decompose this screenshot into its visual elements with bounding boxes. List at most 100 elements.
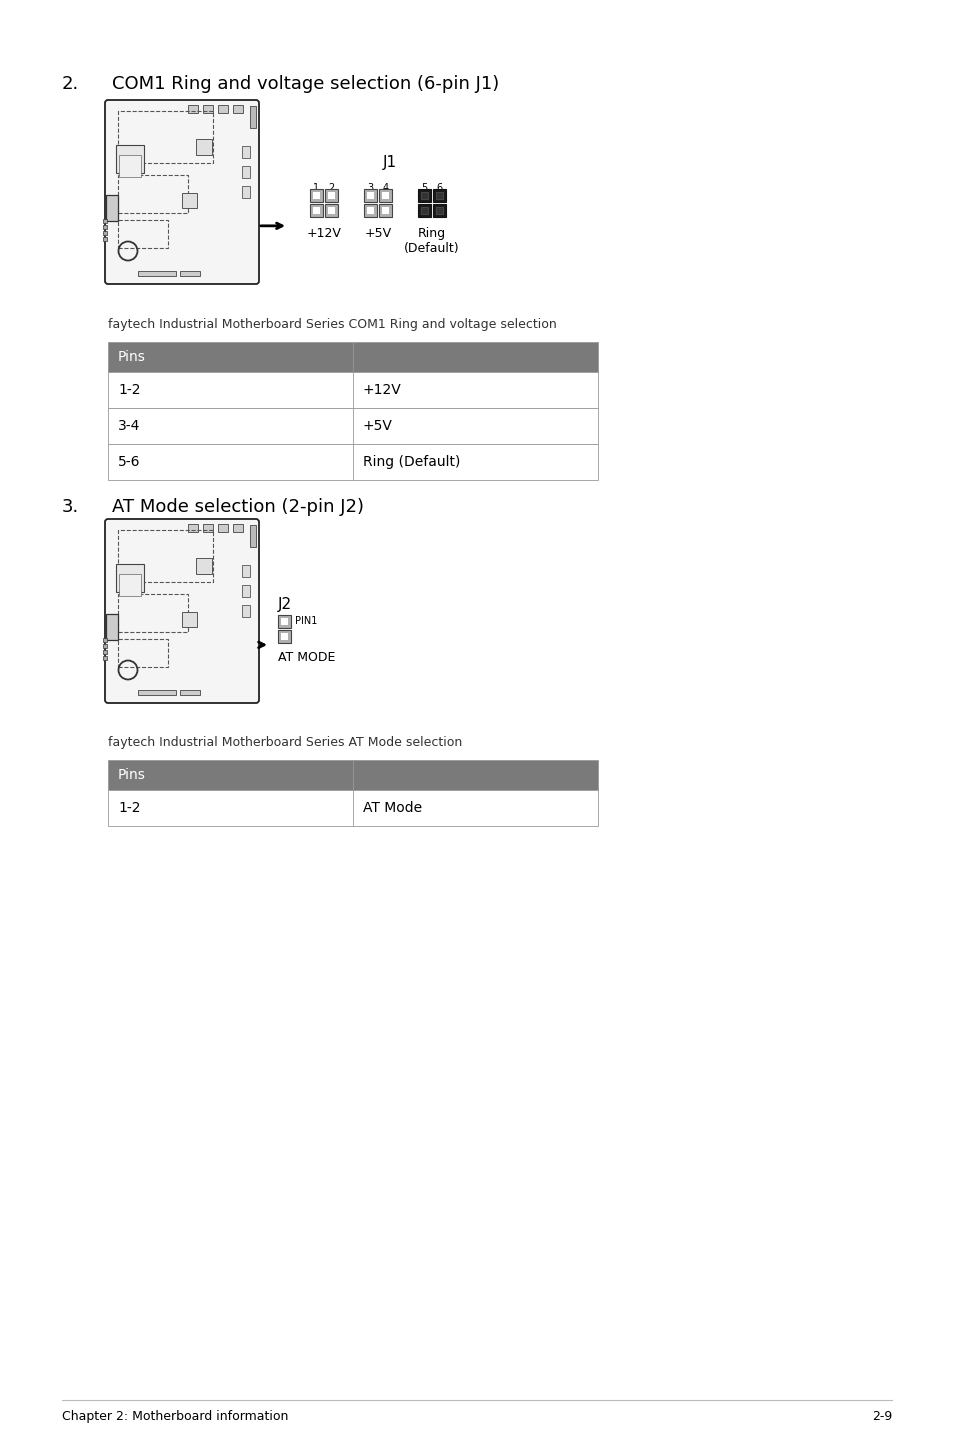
Bar — [118, 639, 168, 668]
Bar — [433, 204, 446, 217]
Text: 6: 6 — [436, 183, 442, 193]
Bar — [433, 189, 446, 201]
Bar — [367, 207, 374, 214]
Text: 2.: 2. — [62, 75, 79, 94]
Text: faytech Industrial Motherboard Series COM1 Ring and voltage selection: faytech Industrial Motherboard Series CO… — [108, 318, 557, 331]
Bar — [103, 219, 107, 223]
Bar — [328, 191, 335, 199]
Bar — [242, 586, 250, 597]
Bar — [103, 237, 107, 240]
Bar — [250, 106, 255, 128]
Bar — [182, 193, 196, 209]
Text: faytech Industrial Motherboard Series AT Mode selection: faytech Industrial Motherboard Series AT… — [108, 735, 462, 750]
Bar — [108, 790, 598, 826]
Bar — [118, 220, 168, 248]
Bar — [436, 191, 442, 199]
Bar — [436, 207, 442, 214]
Text: +12V: +12V — [363, 383, 401, 397]
Bar — [138, 271, 175, 276]
Bar — [233, 105, 243, 114]
Bar — [118, 530, 213, 581]
Bar — [242, 604, 250, 617]
Bar — [106, 196, 118, 222]
Bar — [218, 524, 228, 532]
FancyBboxPatch shape — [105, 519, 258, 704]
Text: 3-4: 3-4 — [118, 419, 140, 433]
FancyBboxPatch shape — [105, 99, 258, 283]
Bar — [364, 189, 376, 201]
Text: 3: 3 — [367, 183, 374, 193]
Bar — [420, 191, 428, 199]
Bar — [195, 140, 212, 155]
Bar — [119, 574, 141, 596]
Bar — [108, 373, 598, 409]
Bar — [417, 204, 431, 217]
Bar — [420, 207, 428, 214]
Text: +12V: +12V — [306, 227, 341, 240]
Bar — [108, 445, 598, 481]
Bar — [118, 176, 188, 213]
Text: COM1 Ring and voltage selection (6-pin J1): COM1 Ring and voltage selection (6-pin J… — [112, 75, 498, 94]
Bar — [313, 191, 319, 199]
Text: 3.: 3. — [62, 498, 79, 517]
Text: Chapter 2: Motherboard information: Chapter 2: Motherboard information — [62, 1410, 288, 1423]
Bar — [106, 614, 118, 640]
Bar — [103, 656, 107, 661]
Bar — [203, 105, 213, 114]
Text: Ring
(Default): Ring (Default) — [404, 227, 459, 255]
Bar — [281, 633, 288, 640]
Text: J1: J1 — [382, 155, 396, 170]
Bar — [381, 191, 389, 199]
Bar — [188, 105, 198, 114]
Bar — [325, 204, 337, 217]
Bar — [188, 524, 198, 532]
Bar — [250, 525, 255, 547]
Bar — [108, 760, 598, 790]
Bar — [108, 409, 598, 445]
Bar — [182, 612, 196, 627]
Bar — [242, 165, 250, 178]
Bar — [233, 524, 243, 532]
Bar — [103, 637, 107, 642]
Bar — [277, 630, 291, 643]
Bar — [116, 145, 144, 173]
Text: 2-9: 2-9 — [871, 1410, 891, 1423]
Text: 2: 2 — [328, 183, 335, 193]
Text: AT MODE: AT MODE — [277, 650, 335, 663]
Bar — [180, 271, 200, 276]
Text: Ring (Default): Ring (Default) — [363, 455, 460, 469]
Bar — [364, 204, 376, 217]
Bar — [119, 155, 141, 177]
Bar — [378, 204, 392, 217]
Text: PIN1: PIN1 — [294, 616, 317, 626]
Text: +5V: +5V — [363, 419, 393, 433]
Bar — [203, 524, 213, 532]
Bar — [242, 186, 250, 199]
Bar — [180, 689, 200, 695]
Bar — [195, 558, 212, 574]
Bar — [218, 105, 228, 114]
Text: Pins: Pins — [118, 768, 146, 781]
Bar — [381, 207, 389, 214]
Text: J2: J2 — [277, 597, 292, 612]
Bar — [310, 189, 323, 201]
Bar — [103, 650, 107, 653]
Bar — [313, 207, 319, 214]
Bar — [417, 189, 431, 201]
Text: +5V: +5V — [364, 227, 391, 240]
Bar — [118, 111, 213, 163]
Bar — [118, 594, 188, 632]
Text: 1-2: 1-2 — [118, 383, 140, 397]
Bar — [310, 204, 323, 217]
Bar — [328, 207, 335, 214]
Bar — [103, 232, 107, 235]
Bar — [281, 617, 288, 625]
Text: 1: 1 — [314, 183, 319, 193]
Bar — [242, 566, 250, 577]
Bar — [277, 614, 291, 627]
Text: AT Mode selection (2-pin J2): AT Mode selection (2-pin J2) — [112, 498, 364, 517]
Text: 4: 4 — [382, 183, 388, 193]
Bar — [367, 191, 374, 199]
Bar — [108, 342, 598, 373]
Text: 1-2: 1-2 — [118, 802, 140, 814]
